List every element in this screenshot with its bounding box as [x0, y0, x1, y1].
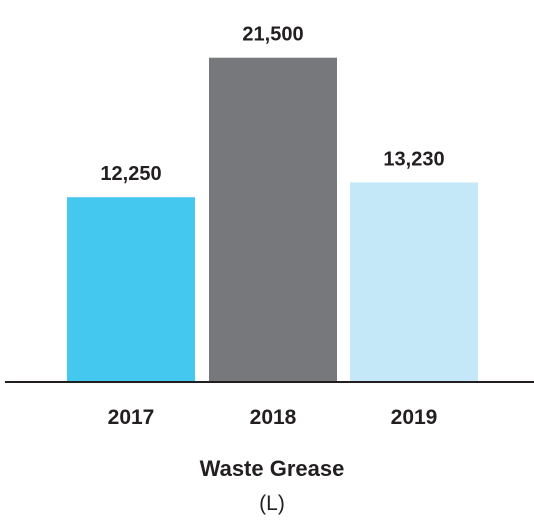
bars-group [67, 57, 478, 382]
value-labels-group: 12,250 21,500 13,230 [100, 24, 444, 186]
chart-title: Waste Grease [200, 456, 345, 481]
x-tick-label-2018: 2018 [250, 406, 297, 429]
x-tick-label-2017: 2017 [108, 406, 155, 429]
x-tick-label-2019: 2019 [391, 406, 438, 429]
bar-2019 [350, 182, 478, 382]
x-tick-labels-group: 2017 2018 2019 [108, 406, 438, 429]
value-label-2017: 12,250 [100, 163, 161, 185]
value-label-2018: 21,500 [242, 24, 303, 46]
bar-2017 [67, 197, 195, 382]
chart-unit: (L) [259, 492, 285, 515]
value-label-2019: 13,230 [383, 148, 444, 170]
bar-2018 [209, 57, 337, 382]
